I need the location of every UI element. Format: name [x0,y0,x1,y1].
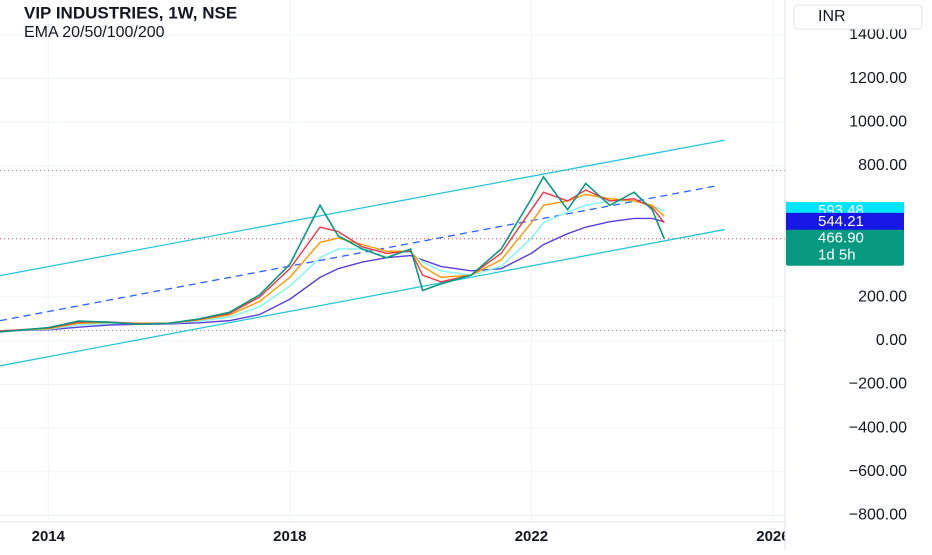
x-tick-label: 2018 [273,528,306,545]
y-tick-label: −200.00 [849,376,907,393]
y-tick-label: 800.00 [858,157,907,174]
chart-title: VIP INDUSTRIES, 1W, NSE [24,3,237,22]
y-tick-label: −800.00 [849,507,907,524]
y-tick-label: 1400.00 [849,26,907,43]
price-tag-label: 466.90 [818,230,864,247]
trend-line [0,184,719,322]
series-line [0,193,665,332]
currency: INR [818,8,846,25]
y-tick-label: −600.00 [849,463,907,480]
y-tick-label: 200.00 [858,288,907,305]
price-tag [786,212,904,231]
chart-subtitle: EMA 20/50/100/200 [24,24,165,41]
countdown: 1d 5h [818,247,856,264]
trend-line [0,228,725,367]
y-tick-label: −400.00 [849,419,907,436]
y-tick-label: 1200.00 [849,70,907,87]
trend-line [0,139,725,277]
currency-box[interactable] [793,4,923,30]
price-axis-panel [785,0,932,550]
x-tick-label: 2026 [756,528,789,545]
price-tag-label: 544.21 [818,213,864,230]
series-line [0,217,665,332]
x-tick-label: 2014 [32,528,66,545]
series-line [0,189,665,332]
y-tick-label: 1000.00 [849,114,907,131]
y-tick-label: 0.00 [876,332,907,349]
price-tag [786,229,904,266]
series-line [0,200,665,332]
series-line [0,175,665,333]
x-tick-label: 2022 [515,528,548,545]
